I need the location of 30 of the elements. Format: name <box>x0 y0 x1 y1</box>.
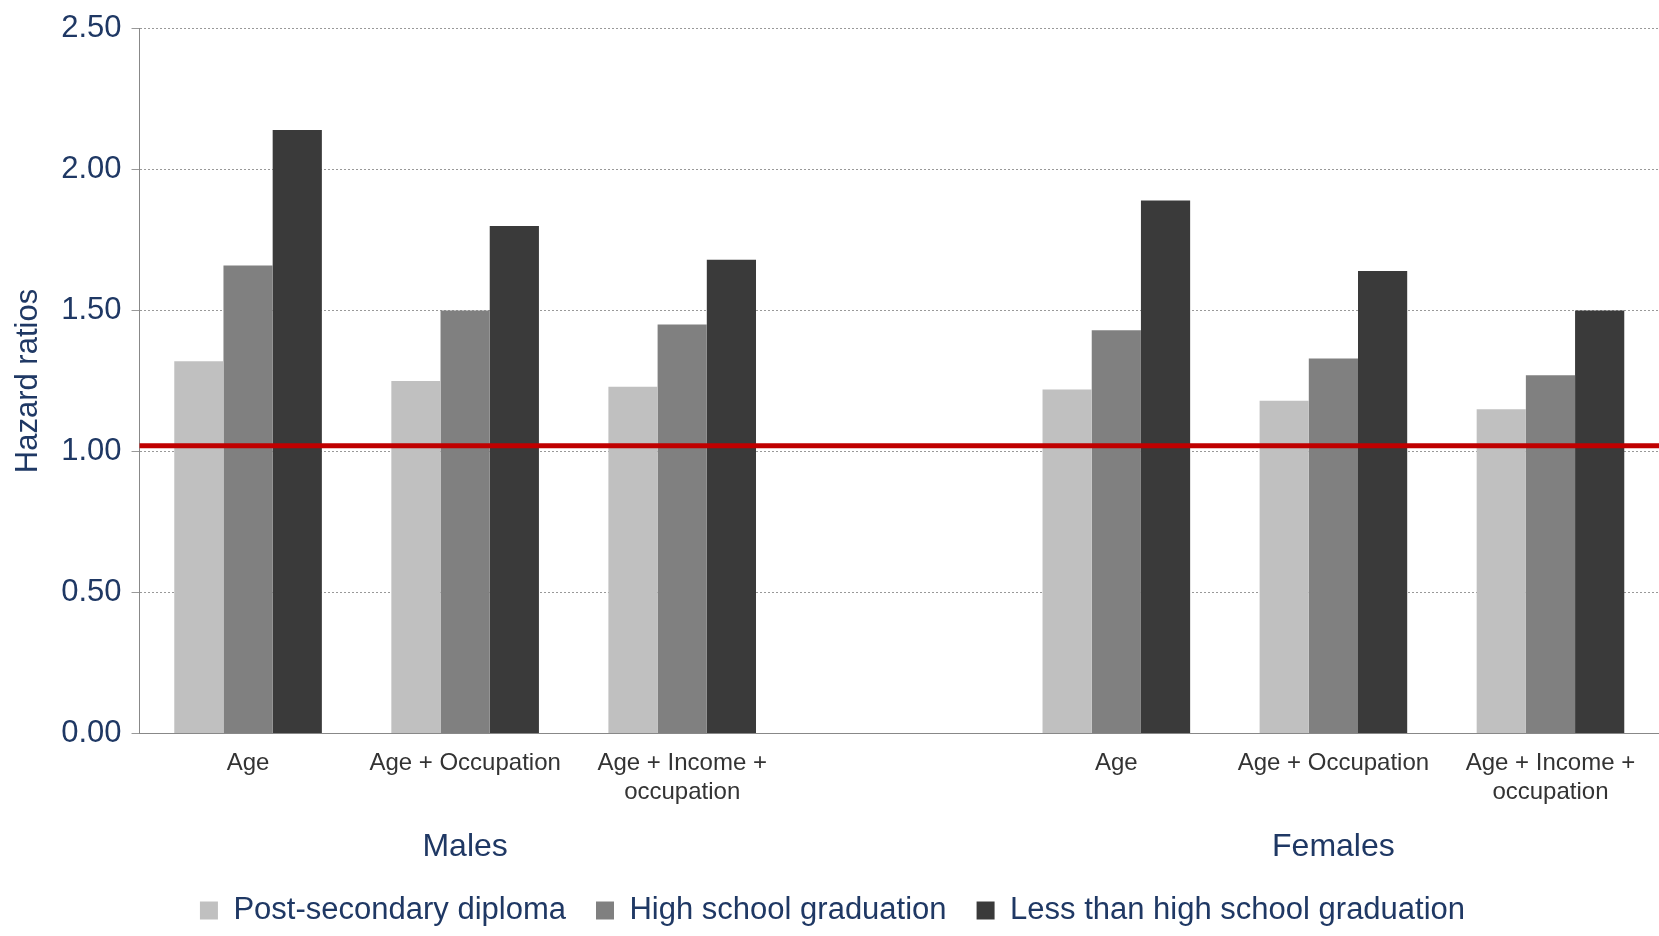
y-tick-label: 2.00 <box>61 150 122 186</box>
legend-label: Less than high school graduation <box>1010 891 1466 927</box>
text: Males <box>422 826 508 863</box>
bar <box>1140 200 1191 733</box>
legend-label: High school graduation <box>629 891 947 927</box>
y-tick-label: 2.50 <box>61 9 122 45</box>
bar <box>1358 271 1408 733</box>
text: Females <box>1272 826 1395 863</box>
x-tick-label: Age <box>1094 748 1138 776</box>
x-tick-label: Age <box>226 748 270 776</box>
y-tick-label: 0.00 <box>61 713 122 749</box>
x-tick-label: Age + Occupation <box>369 748 561 776</box>
bar <box>1042 389 1092 733</box>
y-axis-title: Hazard ratios <box>9 288 45 474</box>
bar <box>1259 400 1309 733</box>
y-tick-label: 0.50 <box>61 572 122 608</box>
bar <box>489 225 539 733</box>
bar <box>608 386 658 733</box>
x-tick-label: Age + Occupation <box>1237 748 1430 776</box>
y-tick-label: 1.00 <box>61 432 122 468</box>
x-tick-label: Age + Income + occupation <box>1465 748 1636 805</box>
bar <box>272 130 322 733</box>
bar <box>391 381 441 733</box>
bar <box>1476 409 1526 733</box>
y-tick-label: 1.50 <box>61 291 122 327</box>
bar <box>174 361 224 733</box>
legend-label: Post-secondary diploma <box>233 891 567 927</box>
bar <box>1575 310 1625 733</box>
x-tick-label: Age + Income + occupation <box>597 748 767 805</box>
bar <box>706 259 756 733</box>
